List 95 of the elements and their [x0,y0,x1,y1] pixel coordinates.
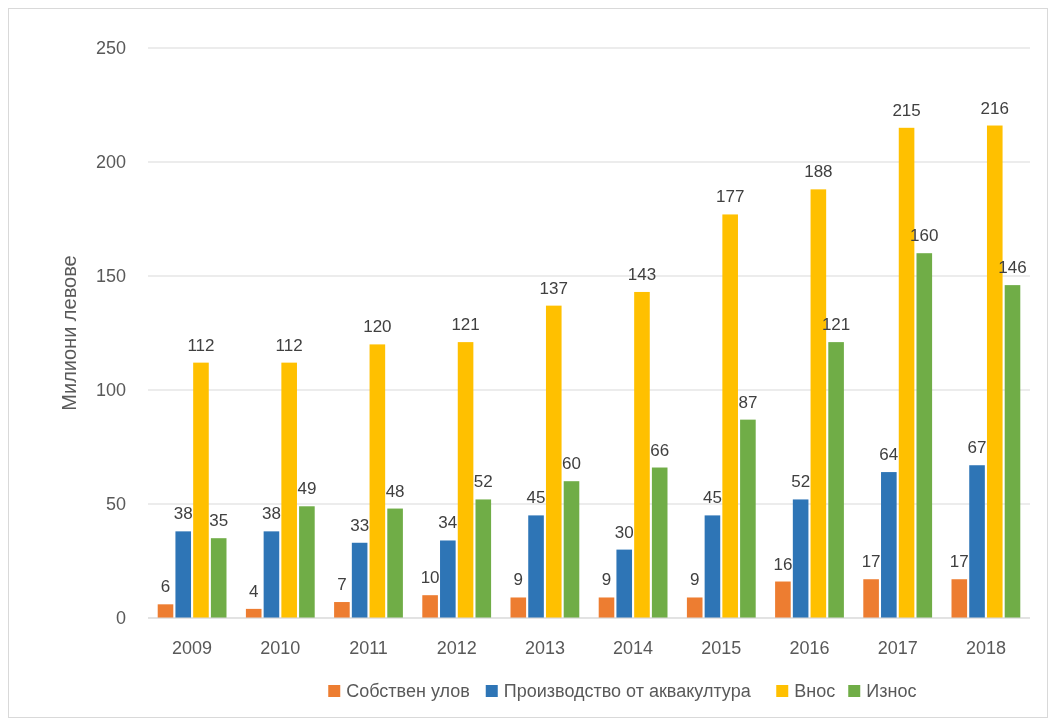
data-label: 49 [297,479,317,499]
x-tick-label: 2017 [877,638,918,658]
data-label: 33 [350,515,370,535]
bar [651,467,668,618]
data-label: 143 [627,264,657,284]
data-label: 137 [539,278,568,298]
data-label: 35 [209,511,229,531]
data-label: 48 [385,481,405,501]
data-label: 66 [650,440,670,460]
bar [175,531,192,618]
y-tick-label: 50 [105,494,126,515]
x-tick-label: 2016 [789,638,830,658]
bar [828,342,844,618]
y-axis-title: Милиони левове [58,255,80,411]
bar [775,581,791,618]
bar [704,515,721,618]
bar [369,344,386,618]
data-label: 52 [473,472,493,492]
bar [792,499,809,618]
data-label: 16 [773,554,793,574]
data-label: 17 [949,552,969,572]
x-tick-label: 2014 [613,638,654,658]
data-label: 9 [513,570,524,590]
data-label: 6 [160,577,171,597]
bar [916,253,933,618]
legend-label: Производство от аквакултура [503,681,752,701]
x-tick-label: 2018 [965,638,1006,658]
bar [334,602,350,618]
data-label: 38 [261,504,281,524]
bar [969,465,985,618]
data-label: 64 [879,445,899,465]
bar [457,342,474,618]
bar [616,549,633,618]
data-label: 120 [363,317,392,337]
bar [863,579,879,618]
bar [281,362,297,618]
bar [634,291,650,618]
bar [722,214,738,618]
data-label: 67 [967,438,987,458]
data-label: 121 [451,315,480,335]
x-tick-label: 2011 [349,638,388,658]
data-label: 112 [275,335,303,355]
bar [157,604,174,618]
x-tick-label: 2015 [701,638,742,658]
x-tick-label: 2012 [436,638,477,658]
y-tick-label: 250 [95,38,126,59]
bar [528,515,544,618]
legend-label: Внос [794,681,836,701]
bar [510,597,527,618]
bar [351,542,368,618]
legend-label: Собствен улов [346,681,470,701]
bar [951,579,968,618]
bar [263,531,280,618]
data-label: 38 [173,504,193,524]
data-label: 87 [738,392,758,412]
data-label: 112 [187,335,215,355]
bar [440,540,456,618]
data-label: 177 [715,187,745,207]
data-label: 34 [438,513,458,533]
x-tick-label: 2009 [172,638,213,658]
data-label: 4 [248,581,259,601]
bar [563,481,580,618]
bar [210,538,227,618]
legend-label: Износ [866,681,917,701]
bar [545,305,562,618]
bar [387,508,403,618]
bar [475,499,492,618]
data-label: 9 [601,570,612,590]
y-tick-label: 150 [95,266,126,287]
bar [422,595,438,618]
data-label: 60 [562,454,581,474]
y-tick-label: 200 [95,152,126,173]
bar [193,362,209,618]
bar [1004,285,1021,618]
data-label: 10 [420,568,440,588]
data-label: 7 [337,575,347,595]
data-label: 17 [861,552,881,572]
bar [598,597,615,618]
data-label: 216 [980,98,1009,118]
data-label: 52 [791,472,811,492]
data-label: 215 [892,100,921,120]
data-label: 45 [526,488,546,508]
x-tick-label: 2013 [524,638,565,658]
data-label: 45 [702,488,722,508]
y-tick-label: 0 [115,608,126,629]
bar [740,419,756,618]
bar [881,472,897,618]
x-tick-label: 2010 [260,638,301,658]
bar [299,506,315,618]
data-label: 188 [804,162,833,182]
bar [686,597,703,618]
data-label: 30 [614,522,634,542]
bar [245,608,262,618]
y-tick-label: 100 [95,380,126,401]
data-label: 9 [689,570,700,590]
